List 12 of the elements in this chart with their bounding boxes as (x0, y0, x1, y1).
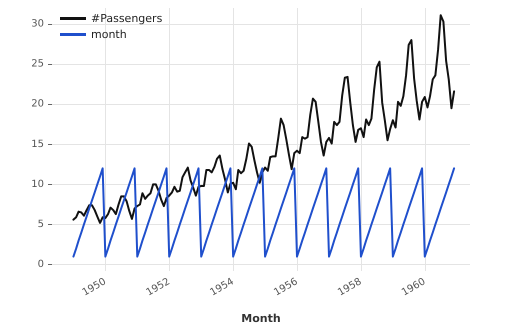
x-axis-title: Month (241, 312, 281, 325)
y-tick-label: 20 (31, 98, 44, 110)
y-tick-label: 25 (31, 58, 44, 70)
legend-label: month (91, 28, 127, 41)
y-tick-label: 30 (31, 18, 44, 30)
line-series (72, 167, 456, 258)
line-series (72, 14, 456, 224)
y-tick-label: 0 (38, 259, 44, 270)
legend-label: #Passengers (91, 12, 163, 25)
y-tick-label: 10 (31, 178, 44, 190)
y-tick-label: 15 (31, 138, 44, 150)
y-tick-label: 5 (38, 218, 44, 230)
